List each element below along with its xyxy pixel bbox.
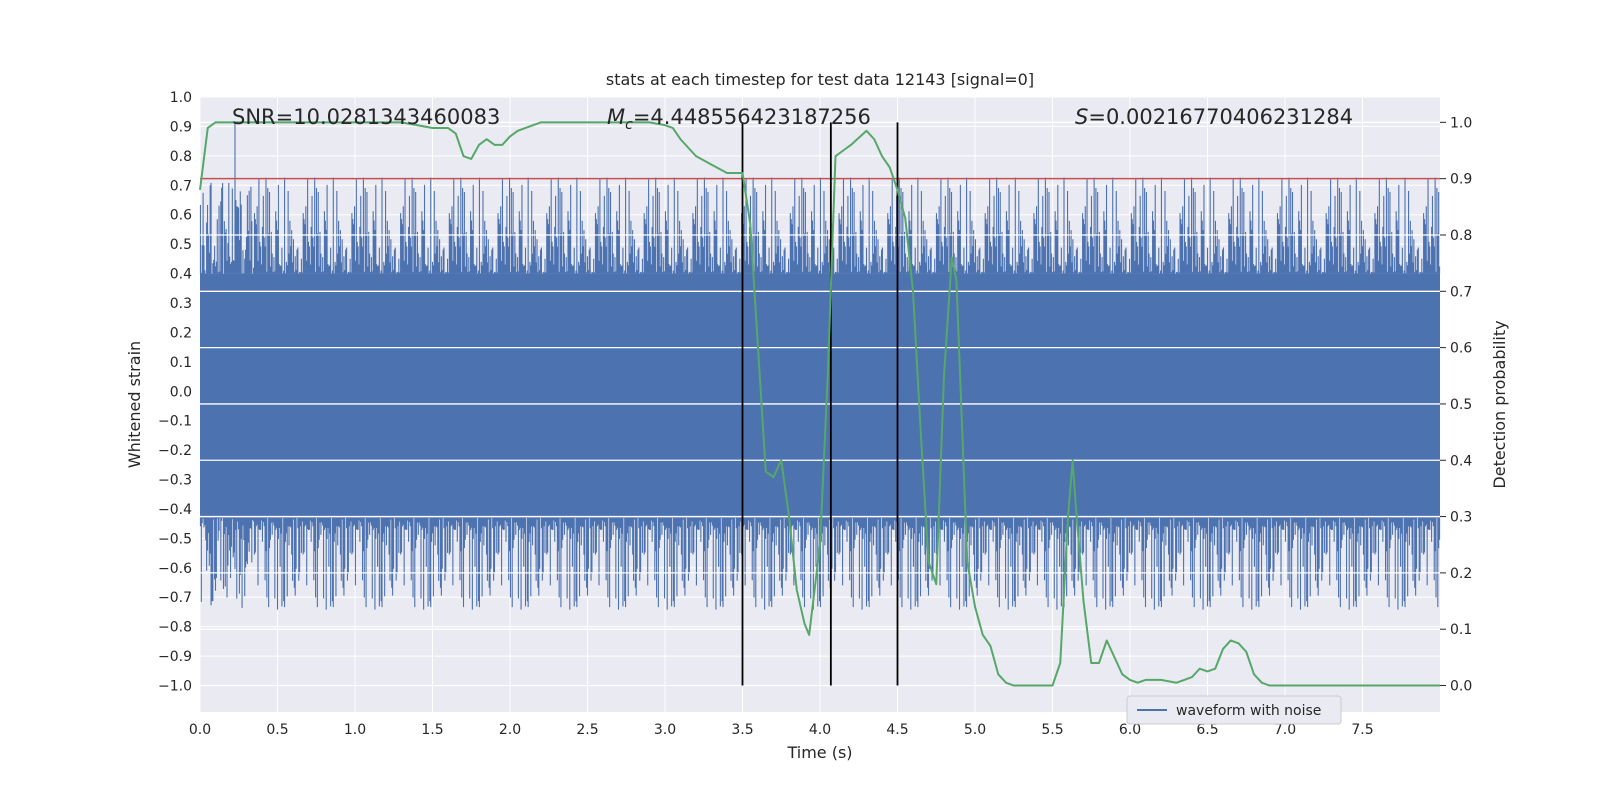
y-tick-label: −0.5 — [158, 531, 192, 547]
x-axis-label: Time (s) — [786, 743, 852, 762]
y-tick-label: 0.5 — [170, 237, 192, 253]
y-tick-label: 0.3 — [170, 296, 192, 312]
legend-entry-waveform: waveform with noise — [1176, 703, 1321, 719]
y-tick-label: 0.6 — [170, 208, 192, 224]
probability-series — [199, 121, 1440, 687]
x-tick-label: 6.5 — [1196, 722, 1218, 738]
y-tick-label: 0.2 — [170, 325, 192, 341]
y-tick-label: −0.6 — [158, 561, 192, 577]
x-tick-label: 3.0 — [654, 722, 676, 738]
y2-tick-label: 0.6 — [1450, 341, 1472, 357]
y-tick-label: −0.7 — [158, 590, 192, 606]
y2-tick-label: 0.4 — [1450, 453, 1472, 469]
x-tick-label: 4.0 — [809, 722, 831, 738]
waveform-series — [199, 122, 1441, 610]
y-tick-label: 0.8 — [170, 149, 192, 165]
snr-annotation: SNR=10.0281343460083 — [232, 105, 500, 129]
y-tick-label: −0.8 — [158, 620, 192, 636]
y2-tick-label: 0.8 — [1450, 228, 1472, 244]
x-tick-label: 7.5 — [1351, 722, 1373, 738]
y2-tick-label: 0.3 — [1450, 510, 1472, 526]
y2-tick-label: 0.2 — [1450, 566, 1472, 582]
y-tick-label: 0.9 — [170, 119, 192, 135]
probability-line — [199, 121, 1440, 687]
waveform-lower-spikes — [199, 517, 1441, 610]
x-tick-label: 2.0 — [499, 722, 521, 738]
y-tick-label: −0.4 — [158, 502, 192, 518]
waveform-dense-band — [200, 273, 1440, 518]
s-symbol: S — [1075, 105, 1088, 129]
s-annotation: S=0.00216770406231284 — [1075, 105, 1353, 129]
y-tick-label: 0.1 — [170, 355, 192, 371]
y2-tick-label: 0.5 — [1450, 397, 1472, 413]
y-tick-label: −0.3 — [158, 473, 192, 489]
mc-value: =4.448556423187256 — [633, 105, 871, 129]
y2-tick-label: 0.1 — [1450, 622, 1472, 638]
chart-title: stats at each timestep for test data 121… — [606, 70, 1034, 89]
x-tick-label: 5.0 — [964, 722, 986, 738]
x-tick-label: 7.0 — [1274, 722, 1296, 738]
y2-tick-label: 0.9 — [1450, 172, 1472, 188]
x-tick-label: 1.5 — [421, 722, 443, 738]
y-tick-label: −1.0 — [158, 679, 192, 695]
mc-symbol: M — [607, 105, 625, 129]
x-tick-label: 1.0 — [344, 722, 366, 738]
x-tick-label: 3.5 — [731, 722, 753, 738]
y-tick-label: −0.2 — [158, 443, 192, 459]
y-axis-label: Whitened strain — [125, 341, 144, 468]
x-tick-label: 2.5 — [576, 722, 598, 738]
legend-box — [1126, 695, 1342, 725]
y-tick-label: 0.4 — [170, 267, 192, 283]
legend: waveform with noise — [1126, 695, 1342, 725]
y2-tick-label: 1.0 — [1450, 115, 1472, 131]
x-tick-label: 0.5 — [266, 722, 288, 738]
y2-axis-label: Detection probability — [1490, 320, 1509, 488]
x-axis-ticks: 0.0 0.5 1.0 1.5 2.0 2.5 3.0 3.5 4.0 4.5 5.0 5.5 6.0 6… — [189, 722, 1374, 738]
chirp-mass-annotation: Mc=4.448556423187256 — [607, 105, 871, 133]
s-value: =0.00216770406231284 — [1088, 105, 1353, 129]
x-tick-label: 0.0 — [189, 722, 211, 738]
vertical-markers — [741, 122, 899, 686]
x-tick-label: 5.5 — [1041, 722, 1063, 738]
mc-subscript: c — [625, 117, 633, 133]
y-tick-label: 1.0 — [170, 90, 192, 106]
y2-tick-label: 0.7 — [1450, 284, 1472, 300]
y-tick-label: −0.1 — [158, 414, 192, 430]
y-axis-ticks: 1.0 0.9 0.8 0.7 0.6 0.5 0.4 0.3 0.2 0.1 0.0 −0.1 −0.… — [158, 90, 192, 695]
x-tick-label: 6.0 — [1119, 722, 1141, 738]
y-tick-label: 0.0 — [170, 384, 192, 400]
y-tick-label: −0.9 — [158, 649, 192, 665]
y-tick-label: 0.7 — [170, 178, 192, 194]
y2-axis-ticks: 1.0 0.9 0.8 0.7 0.6 0.5 0.4 0.3 0.2 0.1 0.0 — [1440, 115, 1472, 695]
y2-tick-label: 0.0 — [1450, 679, 1472, 695]
x-tick-label: 4.5 — [886, 722, 908, 738]
